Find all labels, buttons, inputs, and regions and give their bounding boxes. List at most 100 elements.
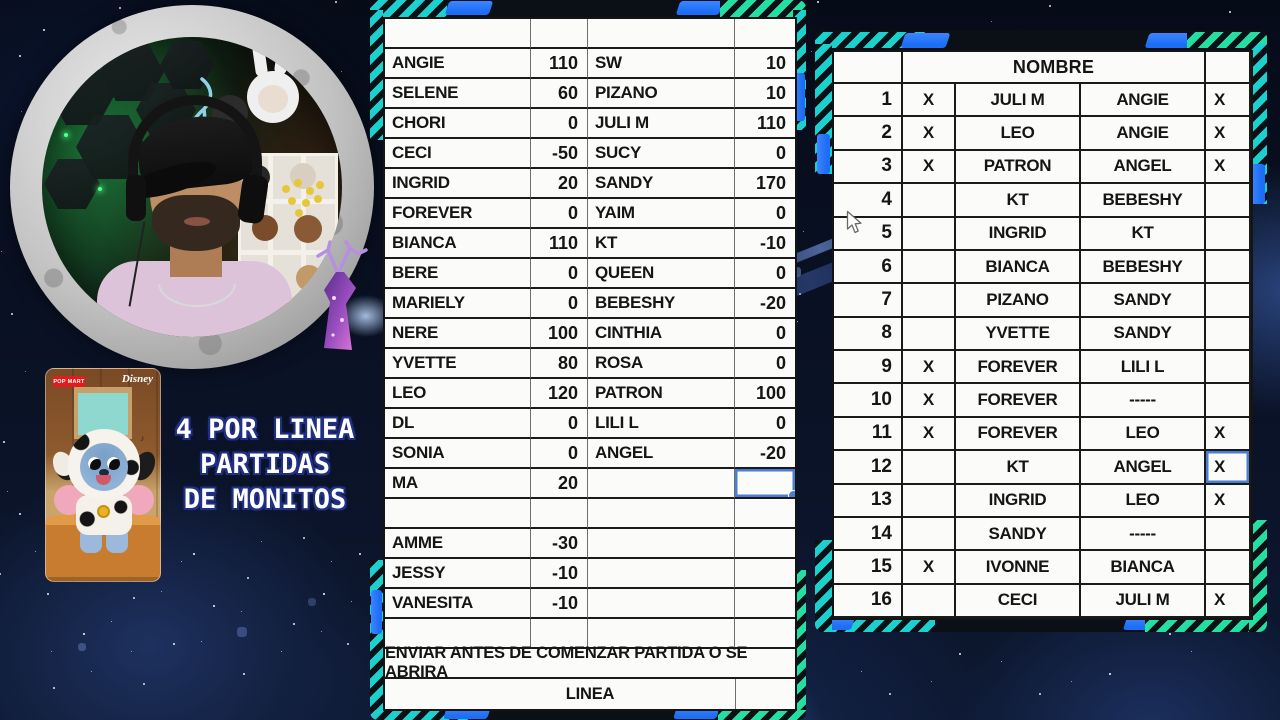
score-cell[interactable]: BERE — [385, 259, 531, 289]
score-cell[interactable]: -10 — [531, 559, 588, 589]
score-cell[interactable] — [735, 559, 795, 589]
score-cell[interactable]: 20 — [531, 169, 588, 199]
score-cell[interactable]: MARIELY — [385, 289, 531, 319]
match-cell[interactable] — [903, 484, 956, 518]
score-cell[interactable]: -10 — [735, 229, 795, 259]
score-cell[interactable]: 80 — [531, 349, 588, 379]
score-cell[interactable] — [735, 19, 795, 49]
match-cell[interactable]: 11 — [834, 417, 903, 452]
match-cell[interactable] — [1206, 284, 1251, 318]
score-cell[interactable] — [385, 619, 531, 649]
score-cell[interactable]: QUEEN — [588, 259, 735, 289]
score-cell[interactable] — [588, 559, 735, 589]
match-cell[interactable]: 14 — [834, 517, 903, 552]
score-cell[interactable]: 100 — [735, 379, 795, 409]
match-cell[interactable]: X — [903, 150, 956, 185]
match-cell[interactable] — [1206, 184, 1251, 218]
match-cell[interactable]: KT — [956, 451, 1081, 485]
match-cell[interactable]: 16 — [834, 584, 903, 618]
match-cell[interactable]: SANDY — [956, 517, 1081, 552]
match-cell[interactable]: X — [903, 117, 956, 151]
score-cell[interactable]: ANGIE — [385, 49, 531, 79]
match-cell[interactable]: JULI M — [1081, 584, 1206, 618]
score-cell[interactable]: -30 — [531, 529, 588, 559]
score-cell[interactable] — [735, 529, 795, 559]
match-cell[interactable]: LEO — [956, 117, 1081, 151]
match-cell[interactable]: X — [1206, 117, 1251, 151]
match-cell[interactable]: ANGIE — [1081, 84, 1206, 118]
match-cell[interactable]: X — [1206, 584, 1251, 618]
score-cell[interactable]: 170 — [735, 169, 795, 199]
match-cell[interactable]: YVETTE — [956, 317, 1081, 351]
score-cell[interactable]: BIANCA — [385, 229, 531, 259]
match-cell[interactable] — [1206, 217, 1251, 251]
score-cell[interactable] — [588, 499, 735, 529]
match-cell[interactable]: FOREVER — [956, 417, 1081, 452]
match-cell[interactable]: LEO — [1081, 417, 1206, 452]
match-cell[interactable]: PIZANO — [956, 284, 1081, 318]
score-cell[interactable] — [735, 619, 795, 649]
match-cell[interactable]: ANGIE — [1081, 117, 1206, 151]
match-cell[interactable]: 7 — [834, 284, 903, 318]
match-cell[interactable]: X — [903, 351, 956, 385]
score-cell[interactable]: SANDY — [588, 169, 735, 199]
score-cell[interactable]: 0 — [735, 139, 795, 169]
match-cell[interactable]: FOREVER — [956, 351, 1081, 385]
match-cell[interactable]: SANDY — [1081, 317, 1206, 351]
match-cell[interactable]: ----- — [1081, 517, 1206, 552]
score-cell[interactable]: NERE — [385, 319, 531, 349]
score-cell[interactable]: YAIM — [588, 199, 735, 229]
score-cell[interactable]: 110 — [531, 49, 588, 79]
match-cell[interactable]: KT — [956, 184, 1081, 218]
sheet-warning-row-2[interactable]: LINEA — [385, 679, 795, 709]
score-cell[interactable]: 0 — [531, 109, 588, 139]
score-cell[interactable]: 20 — [531, 469, 588, 499]
match-cell[interactable]: KT — [1081, 217, 1206, 251]
match-cell[interactable]: X — [1206, 484, 1251, 518]
score-cell[interactable]: ROSA — [588, 349, 735, 379]
score-cell[interactable]: SELENE — [385, 79, 531, 109]
match-cell[interactable]: ANGEL — [1081, 150, 1206, 185]
match-cell[interactable] — [1206, 317, 1251, 351]
score-cell[interactable]: AMME — [385, 529, 531, 559]
match-cell[interactable]: PATRON — [956, 150, 1081, 185]
match-cell[interactable]: IVONNE — [956, 551, 1081, 585]
score-cell[interactable]: VANESITA — [385, 589, 531, 619]
match-cell[interactable]: 1 — [834, 84, 903, 118]
score-cell[interactable]: INGRID — [385, 169, 531, 199]
score-cell[interactable]: -50 — [531, 139, 588, 169]
match-cell[interactable]: X — [903, 551, 956, 585]
match-cell[interactable]: X — [903, 384, 956, 418]
match-cell[interactable]: ----- — [1081, 384, 1206, 418]
match-cell[interactable]: 12 — [834, 451, 903, 485]
score-cell[interactable]: -10 — [531, 589, 588, 619]
match-cell[interactable] — [903, 250, 956, 285]
score-cell[interactable]: 110 — [735, 109, 795, 139]
score-cell[interactable]: CHORI — [385, 109, 531, 139]
match-cell[interactable]: 13 — [834, 484, 903, 518]
score-cell[interactable] — [531, 19, 588, 49]
match-cell[interactable]: 5 — [834, 217, 903, 251]
score-cell[interactable]: PATRON — [588, 379, 735, 409]
score-cell[interactable] — [588, 589, 735, 619]
match-cell[interactable]: X — [903, 84, 956, 118]
score-cell[interactable] — [735, 499, 795, 529]
match-cell[interactable] — [903, 184, 956, 218]
score-cell[interactable]: 10 — [735, 79, 795, 109]
match-cell[interactable] — [1206, 517, 1251, 552]
score-cell[interactable] — [531, 619, 588, 649]
match-cell[interactable] — [903, 217, 956, 251]
sheet-warning-row[interactable]: ENVIAR ANTES DE COMENZAR PARTIDA O SE AB… — [385, 644, 795, 681]
score-cell[interactable]: SONIA — [385, 439, 531, 469]
score-cell[interactable] — [531, 499, 588, 529]
score-cell[interactable]: 110 — [531, 229, 588, 259]
match-cell[interactable]: 2 — [834, 117, 903, 151]
score-cell[interactable]: 0 — [735, 409, 795, 439]
score-cell[interactable]: 0 — [735, 319, 795, 349]
match-cell[interactable]: X — [1206, 417, 1251, 452]
match-cell[interactable]: BIANCA — [956, 250, 1081, 285]
match-cell[interactable] — [903, 317, 956, 351]
score-cell[interactable]: MA — [385, 469, 531, 499]
score-cell[interactable]: 0 — [531, 439, 588, 469]
match-cell[interactable] — [1206, 250, 1251, 285]
